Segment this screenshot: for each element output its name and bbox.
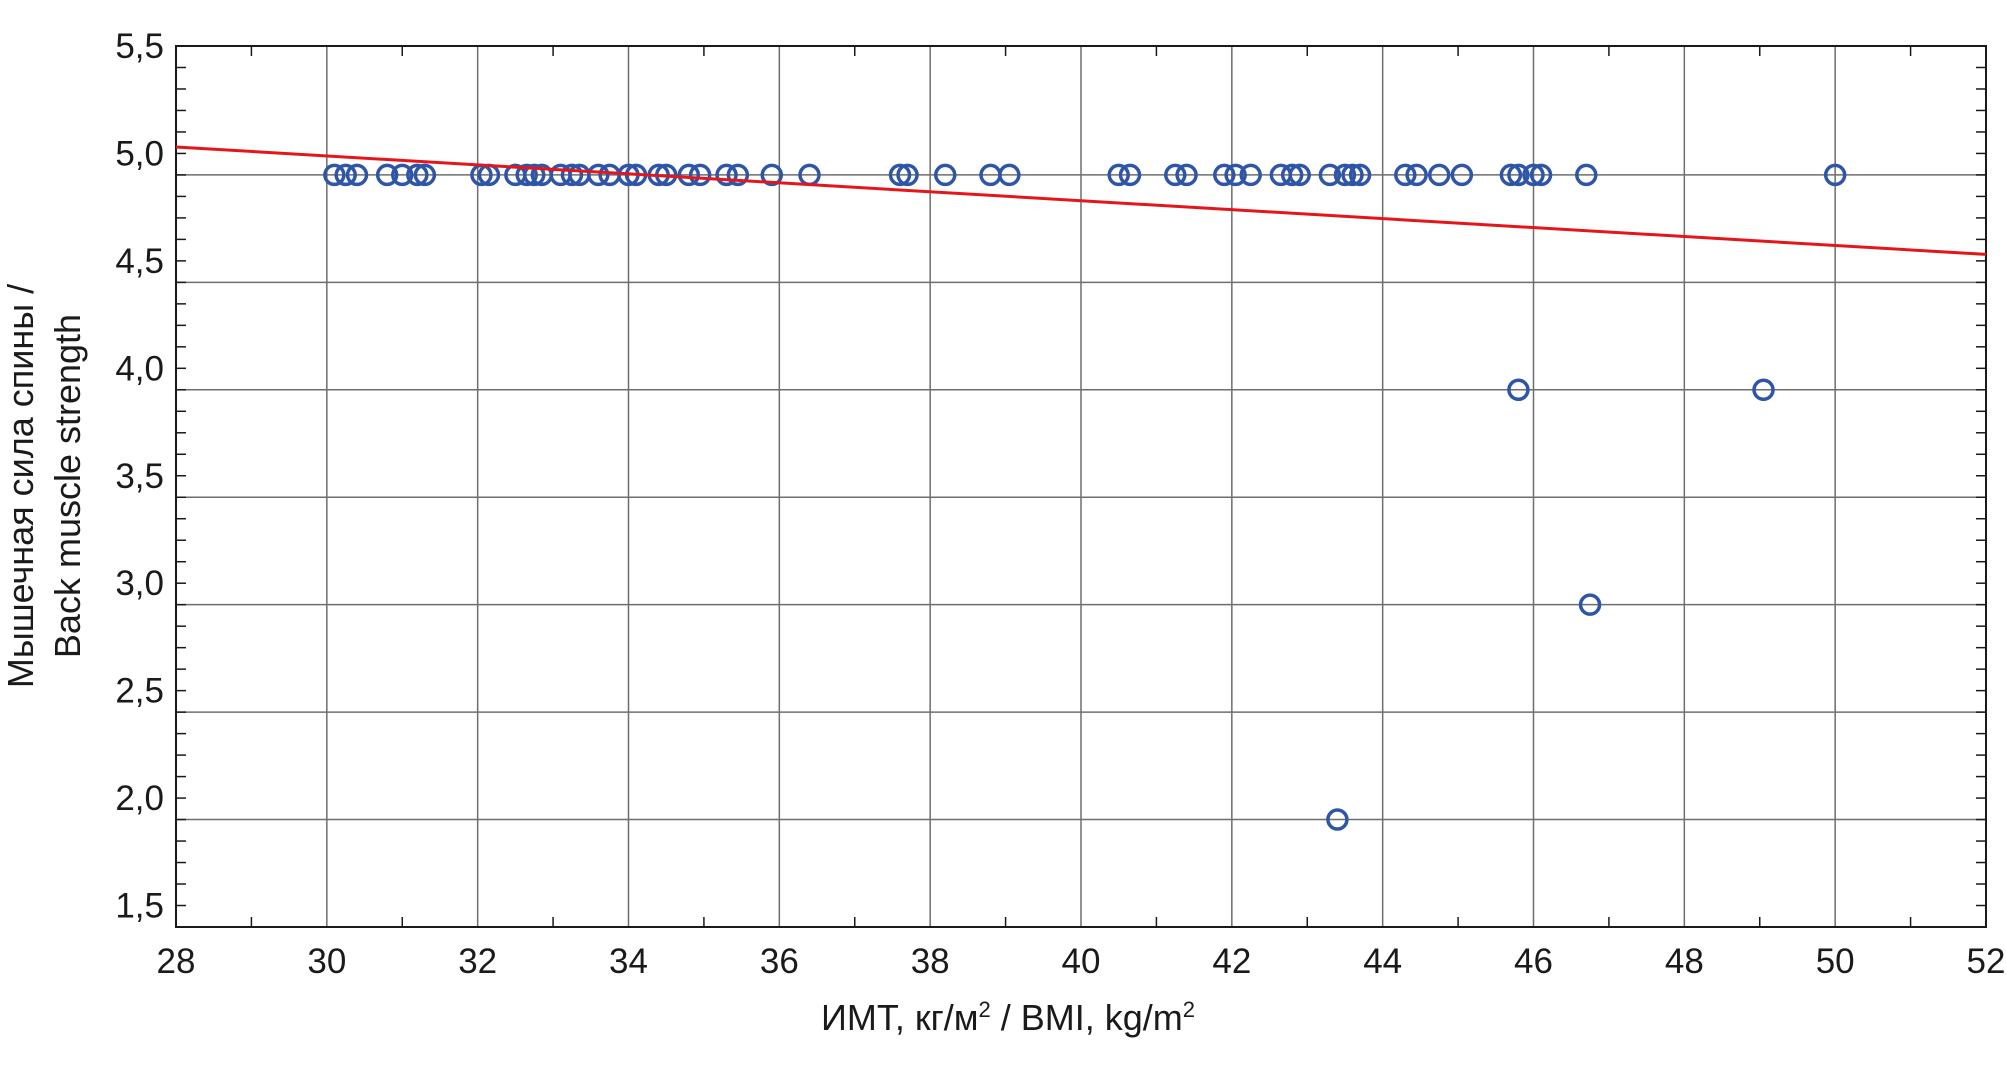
x-tick-label: 28 [157, 942, 196, 981]
x-axis-title-main: ИМТ, кг/м [821, 997, 979, 1038]
y-tick-label: 3,5 [115, 457, 164, 496]
data-point [1280, 163, 1304, 187]
data-point [1213, 163, 1236, 187]
y-tick-label: 5,5 [115, 27, 164, 66]
data-point [1405, 163, 1428, 187]
x-tick-label: 30 [307, 942, 346, 981]
x-tick-label: 52 [1967, 942, 2006, 981]
data-point [522, 163, 546, 187]
x-tick-label: 50 [1816, 942, 1855, 981]
data-point [1578, 593, 1602, 616]
x-tick-label: 42 [1212, 942, 1251, 981]
vertical-gridlines [326, 46, 1836, 927]
y-tick-label: 4,0 [115, 349, 164, 388]
data-point [1333, 163, 1357, 187]
x-axis-title: ИМТ, кг/м2 / BMI, kg/m2 [821, 997, 1195, 1038]
data-point [375, 163, 399, 187]
data-point [1752, 378, 1775, 402]
y-tick-label: 1,5 [115, 887, 164, 926]
data-point [1341, 163, 1364, 187]
trend-line [175, 145, 1987, 256]
data-point [688, 163, 712, 187]
data-point [760, 163, 784, 187]
x-tick-labels: 28 30 32 34 36 38 40 42 44 46 48 50 52 [157, 942, 2006, 981]
data-point [1823, 163, 1847, 187]
minor-ticks [176, 46, 1986, 927]
data-point [715, 163, 738, 187]
data-point [345, 163, 369, 187]
data-point [1107, 163, 1130, 187]
data-point [515, 163, 538, 187]
y-tick-label: 3,0 [115, 564, 164, 603]
y-axis-title-line2: Back muscle strength [47, 314, 88, 658]
x-tick-label: 44 [1363, 942, 1402, 981]
data-point [1575, 163, 1598, 187]
data-point [998, 163, 1021, 187]
data-point [1450, 163, 1474, 187]
y-tick-label: 2,0 [115, 779, 164, 818]
data-point [406, 163, 429, 187]
x-tick-label: 48 [1665, 942, 1704, 981]
data-point [1529, 163, 1553, 187]
x-tick-label: 36 [760, 942, 799, 981]
data-point [934, 163, 957, 187]
data-point [888, 163, 912, 187]
data-point [1326, 808, 1349, 831]
x-tick-label: 38 [911, 942, 950, 981]
data-point [1118, 163, 1142, 187]
x-tick-label: 40 [1062, 942, 1101, 981]
data-point [677, 163, 701, 187]
plot-frame [175, 45, 1987, 928]
data-point [1427, 163, 1451, 187]
data-point [1175, 163, 1198, 187]
data-point [726, 163, 750, 187]
x-axis-title-mid: / BMI, kg/m [991, 997, 1183, 1038]
data-point [1239, 163, 1262, 187]
data-point [391, 163, 414, 187]
y-tick-label: 5,0 [115, 134, 164, 173]
data-point [1522, 163, 1545, 187]
data-point [1394, 163, 1417, 187]
data-point [587, 163, 610, 187]
horizontal-gridlines [176, 174, 1986, 821]
data-point [1318, 163, 1342, 187]
data-point [334, 163, 357, 187]
y-tick-labels: 1,5 2,0 2,5 3,0 3,5 4,0 4,5 5,0 5,5 [115, 27, 164, 926]
data-point [1499, 163, 1523, 187]
data-point [1348, 163, 1372, 187]
y-tick-label: 2,5 [115, 672, 164, 711]
y-tick-label: 4,5 [115, 242, 164, 281]
data-point [896, 163, 919, 187]
data-point [413, 163, 437, 187]
data-point [1507, 163, 1530, 187]
data-point [1224, 163, 1247, 187]
x-axis-title-sup1: 2 [978, 997, 990, 1022]
y-axis-title-line1: Мышечная сила спины / [0, 284, 41, 688]
data-point [323, 163, 346, 187]
data-point [1164, 163, 1187, 187]
data-point [1507, 378, 1530, 402]
x-tick-label: 34 [609, 942, 648, 981]
x-axis-title-sup2: 2 [1183, 997, 1195, 1022]
x-tick-label: 32 [458, 942, 497, 981]
x-tick-label: 46 [1514, 942, 1553, 981]
data-point [1288, 163, 1311, 187]
data-point [560, 163, 584, 187]
